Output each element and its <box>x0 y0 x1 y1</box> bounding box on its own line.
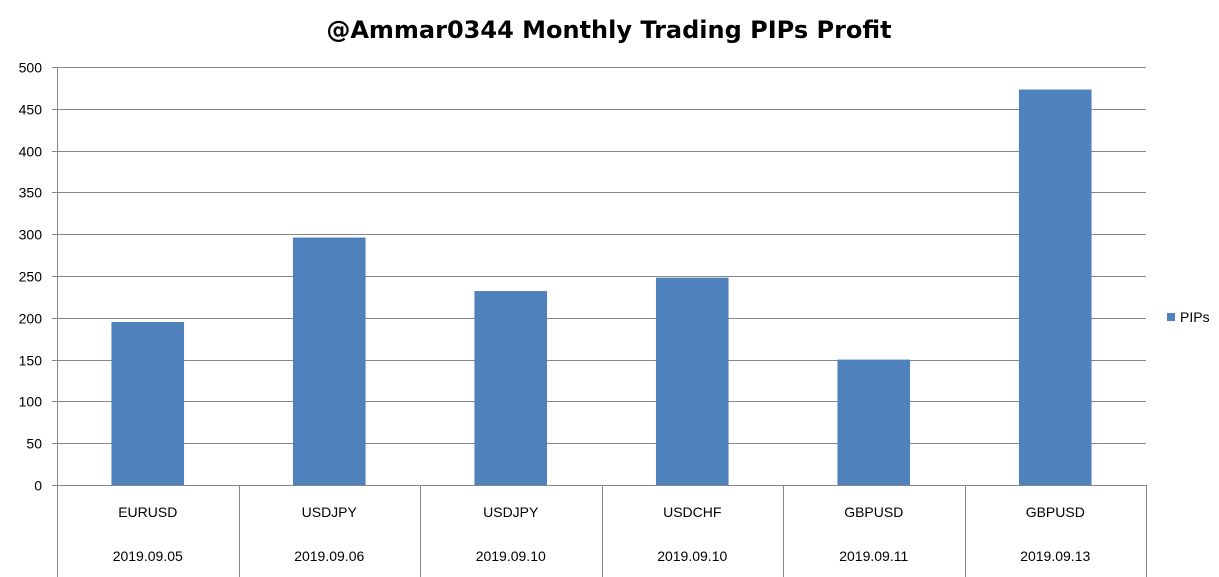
bar <box>837 359 911 485</box>
grid-lines <box>52 67 1146 486</box>
chart-title: @Ammar0344 Monthly Trading PIPs Profit <box>326 16 891 44</box>
y-tick-label: 0 <box>34 478 42 494</box>
legend-label-pips: PIPs <box>1180 309 1210 325</box>
category-pair-label: USDJPY <box>483 504 539 520</box>
category-date-label: 2019.09.11 <box>839 548 908 564</box>
y-tick-label: 250 <box>19 269 43 285</box>
bar <box>292 237 366 485</box>
y-tick-label: 450 <box>19 102 43 118</box>
y-tick-label: 200 <box>19 311 43 327</box>
category-pair-label: EURUSD <box>118 504 177 520</box>
category-date-label: 2019.09.13 <box>1020 548 1090 564</box>
category-date-label: 2019.09.05 <box>113 548 183 564</box>
bar <box>1018 89 1092 486</box>
y-axis-ticks: 0 50 100 150 200 250 300 350 400 450 500 <box>19 60 43 494</box>
bars <box>111 89 1092 486</box>
y-tick-label: 500 <box>19 60 43 76</box>
y-tick-label: 400 <box>19 144 43 160</box>
category-pair-label: GBPUSD <box>1026 504 1085 520</box>
category-pair-label: USDJPY <box>302 504 358 520</box>
legend: PIPs <box>1167 309 1210 325</box>
category-date-label: 2019.09.06 <box>294 548 364 564</box>
category-pair-label: GBPUSD <box>844 504 903 520</box>
category-table: EURUSD 2019.09.05 USDJPY 2019.09.06 USDJPY 20… <box>113 485 1090 577</box>
bar <box>655 277 729 485</box>
y-tick-label: 100 <box>19 394 43 410</box>
bar <box>474 291 548 485</box>
bar <box>111 321 185 485</box>
y-tick-label: 50 <box>26 436 42 452</box>
category-date-label: 2019.09.10 <box>476 548 546 564</box>
y-tick-label: 300 <box>19 227 43 243</box>
y-tick-label: 150 <box>19 353 43 369</box>
axes <box>57 67 1147 577</box>
legend-swatch-pips <box>1167 313 1175 321</box>
y-tick-label: 350 <box>19 185 43 201</box>
category-pair-label: USDCHF <box>663 504 721 520</box>
category-date-label: 2019.09.10 <box>657 548 727 564</box>
